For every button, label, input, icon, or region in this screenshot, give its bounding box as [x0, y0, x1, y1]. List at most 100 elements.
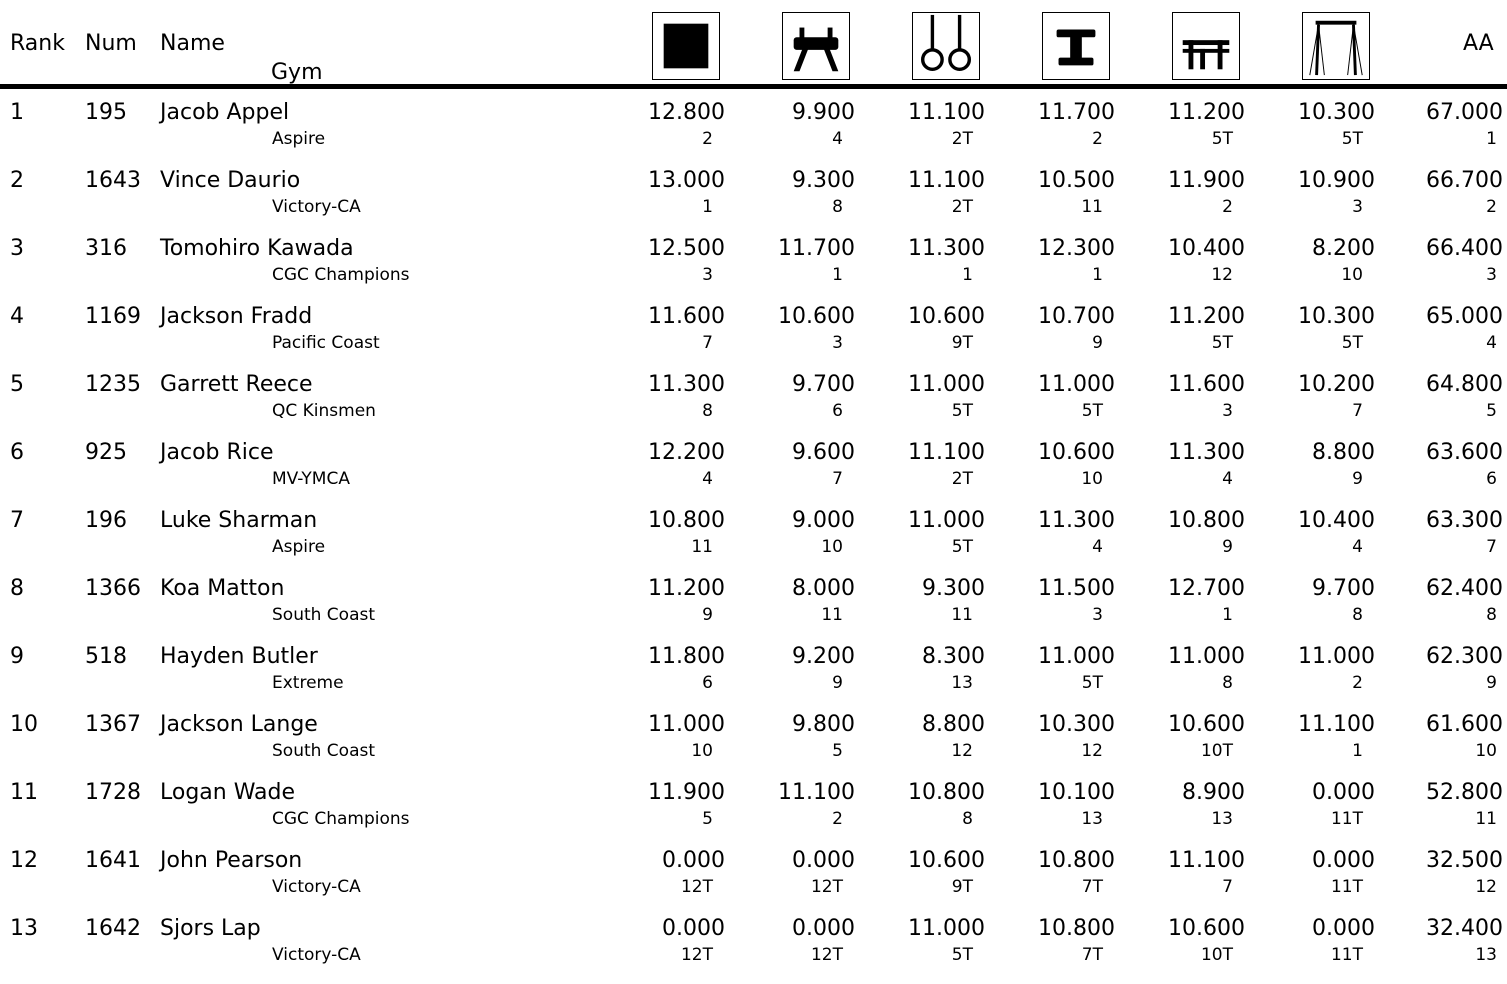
- event-score: 11.000: [908, 916, 985, 941]
- gym-name: Aspire: [272, 129, 326, 149]
- aa-score: 32.400: [1426, 916, 1503, 941]
- event-rank: 5T: [1081, 401, 1103, 421]
- gym-name: MV-YMCA: [272, 469, 350, 489]
- gym-name: CGC Champions: [272, 265, 410, 285]
- event-score: 0.000: [1312, 848, 1375, 873]
- event-score: 8.000: [792, 576, 855, 601]
- event-score: 10.800: [1038, 848, 1115, 873]
- num-cell: 1366: [85, 576, 141, 601]
- event-rank: 12: [1081, 741, 1103, 761]
- event-rank: 2: [1352, 673, 1363, 693]
- aa-score: 62.300: [1426, 644, 1503, 669]
- event-rank: 3: [1222, 401, 1233, 421]
- event-score: 11.100: [778, 780, 855, 805]
- aa-score: 63.600: [1426, 440, 1503, 465]
- event-score: 11.300: [1168, 440, 1245, 465]
- event-score: 11.000: [1298, 644, 1375, 669]
- event-rank: 2T: [951, 129, 973, 149]
- table-row: 10 1367 Jackson Lange South Coast 11.000 10 9.…: [0, 712, 1507, 780]
- event-rank: 12T: [680, 877, 713, 897]
- gym-name: Victory-CA: [272, 197, 361, 217]
- event-rank: 10: [691, 741, 713, 761]
- table-row: 5 1235 Garrett Reece QC Kinsmen 11.300 8 9.700…: [0, 372, 1507, 440]
- event-rank: 7: [702, 333, 713, 353]
- event-rank: 12T: [810, 945, 843, 965]
- gym-name: Victory-CA: [272, 945, 361, 965]
- event-rank: 11T: [1330, 877, 1363, 897]
- aa-rank: 13: [1475, 945, 1497, 965]
- event-rank: 9T: [951, 877, 973, 897]
- aa-rank: 4: [1486, 333, 1497, 353]
- event-rank: 5T: [1341, 129, 1363, 149]
- num-header: Num: [85, 31, 137, 56]
- table-row: 9 518 Hayden Butler Extreme 11.800 6 9.200 9 8.3…: [0, 644, 1507, 712]
- athlete-name: Koa Matton: [160, 576, 285, 601]
- event-rank: 2: [702, 129, 713, 149]
- aa-rank: 7: [1486, 537, 1497, 557]
- event-score: 0.000: [662, 848, 725, 873]
- event-score: 10.600: [1038, 440, 1115, 465]
- athlete-name: Jackson Fradd: [160, 304, 313, 329]
- num-cell: 195: [85, 100, 127, 125]
- num-cell: 1367: [85, 712, 141, 737]
- event-rank: 8: [1352, 605, 1363, 625]
- event-rank: 10T: [1200, 741, 1233, 761]
- event-score: 11.100: [908, 440, 985, 465]
- parallel-bars-icon: [1172, 12, 1240, 80]
- gym-name: South Coast: [272, 605, 376, 625]
- event-score: 11.000: [1168, 644, 1245, 669]
- event-score: 12.200: [648, 440, 725, 465]
- event-score: 11.200: [648, 576, 725, 601]
- athlete-name: Luke Sharman: [160, 508, 318, 533]
- aa-score: 67.000: [1426, 100, 1503, 125]
- gym-name: South Coast: [272, 741, 376, 761]
- event-score: 9.000: [792, 508, 855, 533]
- rank-cell: 9: [10, 644, 24, 669]
- event-rank: 12: [1211, 265, 1233, 285]
- aa-rank: 2: [1486, 197, 1497, 217]
- aa-score: 32.500: [1426, 848, 1503, 873]
- event-rank: 9T: [951, 333, 973, 353]
- event-score: 9.300: [792, 168, 855, 193]
- aa-rank: 3: [1486, 265, 1497, 285]
- event-score: 10.500: [1038, 168, 1115, 193]
- aa-score: 61.600: [1426, 712, 1503, 737]
- event-rank: 2: [1092, 129, 1103, 149]
- event-rank: 9: [832, 673, 843, 693]
- rank-cell: 1: [10, 100, 24, 125]
- num-cell: 518: [85, 644, 127, 669]
- table-row: 13 1642 Sjors Lap Victory-CA 0.000 12T 0.000 12…: [0, 916, 1507, 984]
- gym-name: Pacific Coast: [272, 333, 380, 353]
- athlete-name: Jacob Appel: [160, 100, 290, 125]
- rank-cell: 13: [10, 916, 38, 941]
- event-rank: 5T: [951, 945, 973, 965]
- num-cell: 1642: [85, 916, 141, 941]
- event-score: 9.700: [1312, 576, 1375, 601]
- event-rank: 7T: [1081, 877, 1103, 897]
- event-score: 11.200: [1168, 100, 1245, 125]
- event-score: 11.000: [1038, 644, 1115, 669]
- event-rank: 10: [821, 537, 843, 557]
- event-rank: 7: [1352, 401, 1363, 421]
- event-score: 9.900: [792, 100, 855, 125]
- gym-header: Gym: [271, 60, 323, 85]
- event-rank: 2T: [951, 197, 973, 217]
- event-rank: 3: [832, 333, 843, 353]
- event-rank: 5T: [1341, 333, 1363, 353]
- event-score: 11.900: [648, 780, 725, 805]
- table-row: 11 1728 Logan Wade CGC Champions 11.900 5 11.1…: [0, 780, 1507, 848]
- table-row: 12 1641 John Pearson Victory-CA 0.000 12T 0.00…: [0, 848, 1507, 916]
- event-score: 10.800: [648, 508, 725, 533]
- name-header: Name: [160, 31, 225, 56]
- event-score: 0.000: [1312, 780, 1375, 805]
- event-rank: 11: [951, 605, 973, 625]
- event-score: 0.000: [792, 848, 855, 873]
- event-score: 11.300: [908, 236, 985, 261]
- event-score: 10.600: [908, 848, 985, 873]
- event-score: 10.400: [1168, 236, 1245, 261]
- event-rank: 11: [821, 605, 843, 625]
- event-score: 0.000: [662, 916, 725, 941]
- event-rank: 2: [832, 809, 843, 829]
- table-row: 4 1169 Jackson Fradd Pacific Coast 11.600 7 10…: [0, 304, 1507, 372]
- gym-name: Victory-CA: [272, 877, 361, 897]
